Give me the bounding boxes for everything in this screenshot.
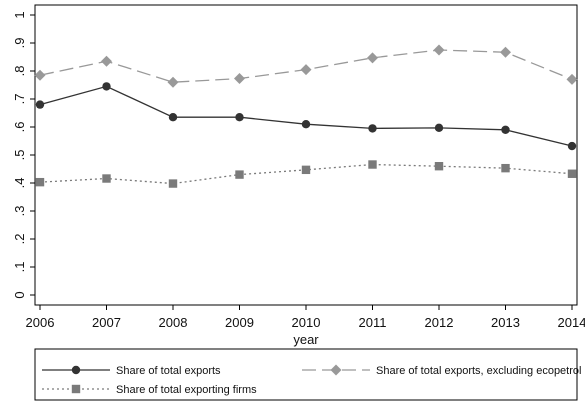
series-3-point — [168, 179, 178, 188]
series-1-point — [567, 141, 577, 151]
series-1-point — [501, 125, 510, 134]
series-3-point — [368, 160, 377, 169]
series-2-point — [234, 73, 245, 85]
series-3-point — [235, 170, 244, 179]
legend-label-1: Share of total exports — [116, 365, 221, 377]
x-tick-label: 2010 — [292, 315, 321, 330]
series-3-point — [102, 174, 111, 183]
legend-marker-1 — [71, 365, 81, 375]
x-axis: 2006 2007 2008 2009 2010 2011 2012 2013 2014 — [26, 305, 585, 330]
x-tick-label: 2009 — [225, 315, 254, 330]
y-tick-label: 1 — [12, 11, 27, 18]
x-tick-label: 2013 — [491, 315, 520, 330]
series-3-point — [35, 177, 45, 187]
series-3-point — [501, 163, 510, 173]
series-2-point — [300, 64, 312, 76]
series-1-point — [235, 113, 244, 122]
y-tick-label: .2 — [12, 234, 27, 245]
series-3-point — [567, 169, 577, 178]
x-tick-label: 2012 — [425, 315, 454, 330]
series-2-point — [34, 69, 46, 81]
legend-marker-2 — [330, 364, 342, 376]
series-3-point — [434, 162, 444, 171]
x-tick-label: 2007 — [92, 315, 121, 330]
series-group — [34, 44, 578, 188]
series-2-point — [167, 76, 179, 88]
y-tick-label: .7 — [12, 94, 27, 105]
series-2-point — [566, 73, 578, 85]
series-1-point — [434, 123, 444, 133]
series-3-point — [301, 165, 311, 175]
series-1-point — [35, 100, 45, 109]
x-tick-label: 2006 — [26, 315, 55, 330]
x-tick-label: 2014 — [558, 315, 585, 330]
legend: Share of total exports Share of total exp… — [42, 364, 581, 396]
y-tick-label: .9 — [12, 38, 27, 49]
y-tick-label: .5 — [12, 150, 27, 161]
y-tick-label: .1 — [12, 262, 27, 273]
y-tick-label: .6 — [12, 122, 27, 133]
legend-label-2: Share of total exports, excluding ecopet… — [376, 365, 581, 377]
x-tick-label: 2008 — [159, 315, 188, 330]
legend-box — [34, 348, 578, 401]
series-1-point — [301, 120, 311, 129]
series-2-point — [367, 52, 378, 64]
y-tick-label: 0 — [12, 291, 27, 298]
series-1-point — [102, 82, 111, 91]
series-2-point — [101, 55, 112, 67]
plot-area — [34, 4, 578, 306]
y-tick-label: .8 — [12, 66, 27, 77]
y-tick-label: .3 — [12, 206, 27, 217]
x-axis-title: year — [293, 332, 319, 347]
series-2-point — [433, 44, 445, 56]
y-axis: 0 .1 .2 .3 .4 .5 .6 .7 .8 .9 1 — [12, 11, 35, 299]
series-2-point — [500, 46, 511, 58]
legend-label-3: Share of total exporting firms — [116, 384, 257, 396]
legend-marker-3 — [71, 384, 81, 394]
x-tick-label: 2011 — [359, 315, 387, 330]
series-1-point — [168, 113, 178, 122]
series-1-point — [368, 124, 377, 133]
y-tick-label: .4 — [12, 178, 27, 189]
